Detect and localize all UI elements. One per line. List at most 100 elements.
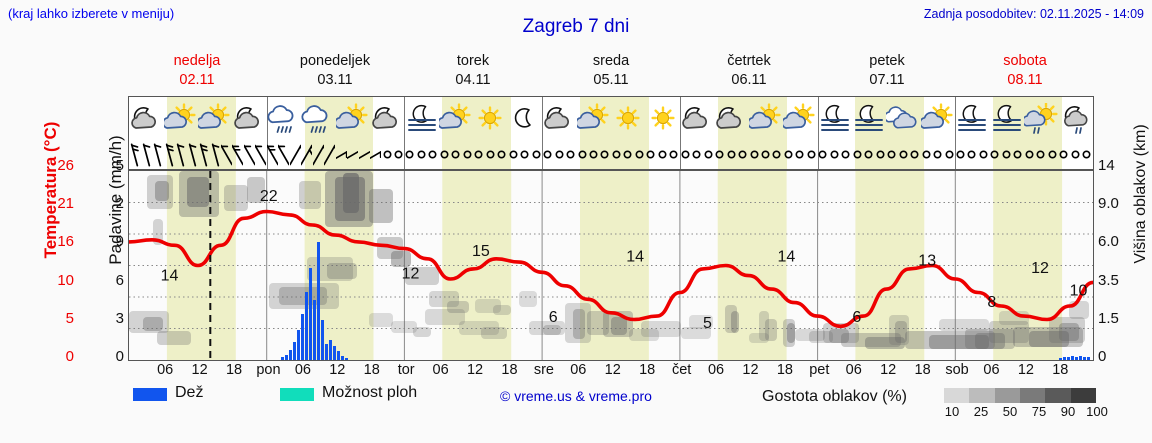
calm-wind-circle [737,140,748,169]
calm-wind-circle [485,140,496,169]
x-tick-label: 12 [1017,362,1034,378]
x-tick-label: 18 [1052,362,1069,378]
calm-wind-circle [920,140,931,169]
svg-text:8: 8 [987,294,996,311]
day-date: 02.11 [179,72,215,88]
day-separator [266,140,268,169]
cloud-ramp-tick-label: 10 [944,404,960,419]
calm-wind-circle [794,140,805,169]
calm-wind-circle [404,140,415,169]
svg-text:5: 5 [703,315,712,332]
calm-wind-circle [702,140,713,169]
calm-wind-circle [748,140,759,169]
x-tick-label: sob [945,362,969,378]
cloud-ramp-tick-label: 25 [973,404,989,419]
day-date: 08.11 [1007,72,1043,88]
axis-tick-label: 14 [1098,157,1115,174]
day-header-torek: torek 04.11 [404,52,542,92]
calm-wind-circle [714,140,725,169]
moon-cloud-icon [680,97,714,140]
day-separator [817,140,819,169]
axis-tick-label: 1.5 [1098,309,1119,327]
axis-tick-label: 0 [1098,348,1107,365]
x-tick-label: 12 [742,362,759,378]
calm-wind-circle [966,140,977,169]
axis-tick-label: 6 [115,271,124,289]
moon-icon [508,97,542,140]
daylight-band [717,140,787,169]
day-header-ponedeljek: ponedeljek 03.11 [266,52,404,92]
axis-tick-label: 10 [57,271,74,289]
calm-wind-circle [473,140,484,169]
moon-cloud-icon [542,97,576,140]
x-tick-label: 06 [294,362,311,378]
sun-cloud-icon [439,97,473,140]
daylight-band [855,140,925,169]
calm-wind-circle [530,140,541,169]
day-separator [542,140,544,169]
calm-wind-circle [863,140,874,169]
temperature-axis-ticks: 26 21 16 10 5 0 [30,158,74,370]
wind-barb [266,140,278,169]
cloud-ramp-step [1019,388,1046,403]
calm-wind-circle [1012,140,1023,169]
svg-text:22: 22 [260,188,278,205]
calm-wind-circle [507,140,518,169]
calm-wind-circle [874,140,885,169]
day-date: 07.11 [869,72,905,88]
svg-text:10: 10 [1070,283,1088,300]
cloud-ramp-step [969,388,995,403]
svg-text:12: 12 [1031,260,1049,277]
x-tick-label: 18 [363,362,380,378]
wind-barb [152,140,163,169]
wind-barb [232,140,244,169]
calm-wind-circle [691,140,702,169]
calm-wind-circle [1047,140,1058,169]
x-tick-label: 18 [501,362,518,378]
x-tick-label: tor [397,362,415,378]
daylight-band [304,140,374,169]
calm-wind-circle [462,140,473,169]
calm-wind-circle [943,140,954,169]
x-tick-label: 06 [707,362,725,378]
calm-wind-circle [680,140,691,169]
axis-tick-label: 9.0 [1098,195,1119,213]
wind-barb [198,140,209,169]
wind-barb [186,140,197,169]
wind-barb [220,140,232,169]
sun-cloud-icon [748,97,783,140]
wind-barb-cells [129,140,1093,169]
calm-wind-circle [657,140,668,169]
calm-wind-circle [955,140,966,169]
calm-wind-circle [588,140,599,169]
svg-text:14: 14 [626,249,644,266]
calm-wind-circle [576,140,587,169]
x-tick-label: 06 [983,362,1000,378]
axis-tick-label: 3 [115,309,124,327]
axis-tick-label: 2 [115,195,124,213]
weather-icon-strip [128,96,1094,140]
x-tick-label: sre [533,362,554,378]
sun-cloud-icon [920,97,955,140]
calm-wind-circle [427,140,438,169]
day-separator [404,140,406,169]
wind-barb [163,140,174,169]
copyright-label: © vreme.us & vreme.pro [500,388,652,404]
day-separator [955,97,957,140]
wind-barb [140,140,151,169]
day-name: nedelja [173,53,221,69]
axis-tick-label: 3.5 [1098,271,1119,289]
calm-wind-circle [840,140,851,169]
cloud-ramp-step [1070,388,1096,403]
x-tick-label: 06 [845,362,862,378]
day-separator [404,97,406,140]
cloud-height-axis-ticks: 14 9.0 6.0 3.5 1.5 0 [1098,158,1144,370]
sun-icon [645,97,679,140]
cloud-cloud-icon [886,97,920,140]
x-tick-label: 06 [570,362,587,378]
wind-barb [335,140,347,169]
wind-barb-strip [128,140,1094,170]
rain-cloud-icon [301,97,335,140]
wind-barb [324,140,336,169]
wind-barb [129,140,140,169]
